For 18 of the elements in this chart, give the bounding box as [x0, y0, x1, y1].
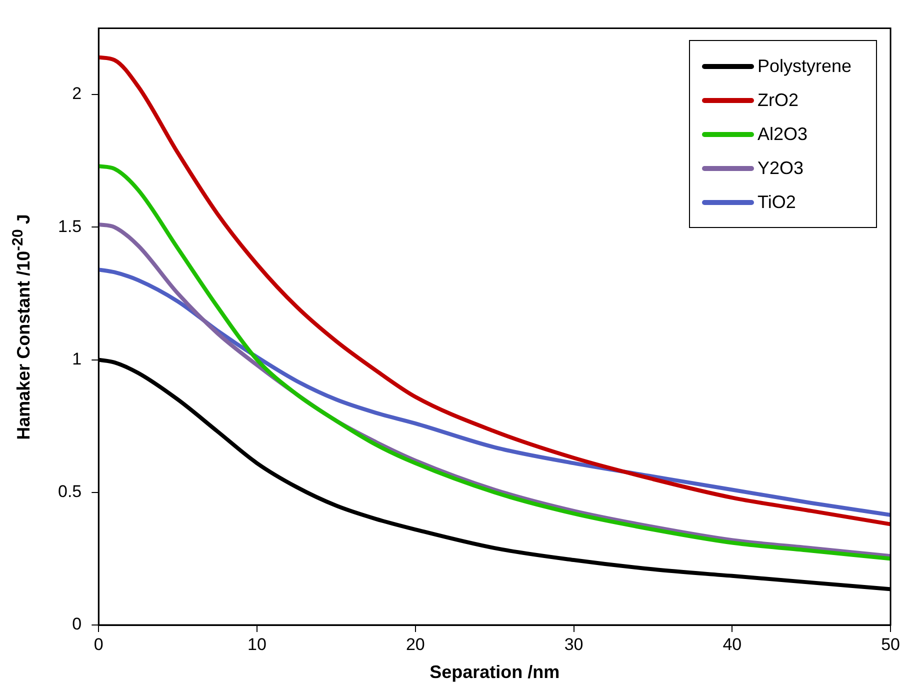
legend-label: Al2O3	[758, 124, 808, 145]
legend-label: Y2O3	[758, 158, 804, 179]
y-tick-label: 1.5	[58, 216, 82, 236]
legend-label: TiO2	[758, 192, 796, 213]
y-tick-label: 1	[72, 349, 82, 368]
y-tick-label: 0.5	[58, 482, 82, 502]
x-tick-label: 10	[248, 634, 266, 654]
x-tick-label: 50	[881, 634, 900, 654]
legend-label: ZrO2	[758, 90, 799, 111]
y-tick-label: 2	[72, 84, 82, 104]
x-tick-label: 30	[564, 634, 584, 654]
x-tick-label: 40	[722, 634, 742, 654]
x-tick-label: 20	[406, 634, 425, 654]
line-series	[98, 55, 891, 526]
x-tick-label: 0	[94, 634, 104, 654]
y-tick-label: 0	[72, 614, 82, 634]
legend-label: Polystyrene	[758, 56, 852, 77]
x-axis-title: Separation /nm	[430, 662, 560, 682]
